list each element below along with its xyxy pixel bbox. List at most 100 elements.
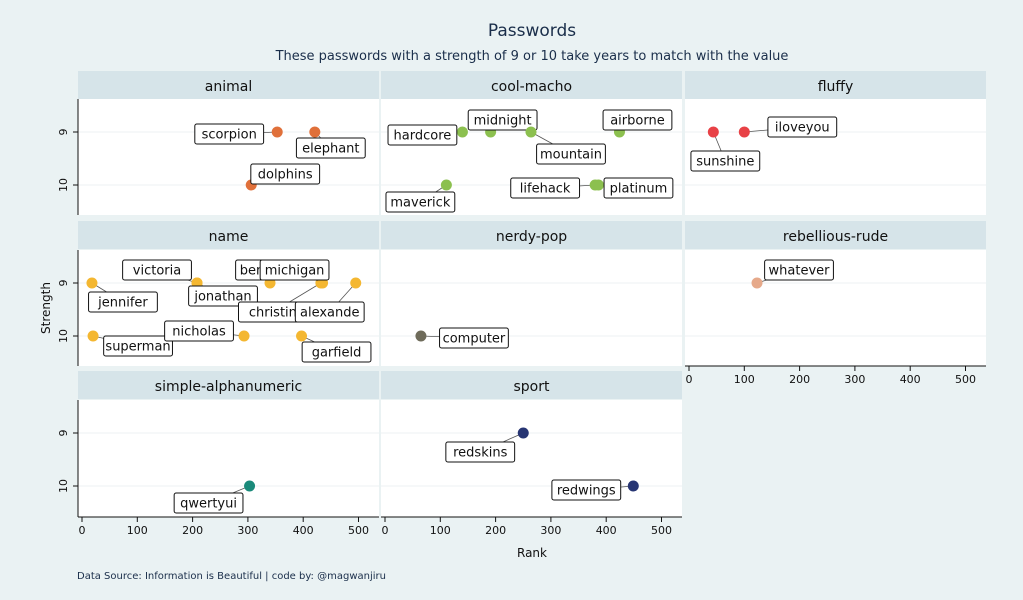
facet-strip-simple-alphanumeric: simple-alphanumeric [78,371,379,399]
point-scorpion [271,126,283,138]
point-whatever [751,277,763,289]
point-label-text: airborne [610,114,664,129]
x-tick-label: 200 [485,524,506,537]
facet-title: nerdy-pop [496,229,567,245]
point-label-text: alexande [300,306,360,321]
point-nicholas [238,330,250,342]
x-tick-label: 0 [686,373,693,386]
y-tick-label: 10 [57,178,70,192]
facet-panel-cool-macho: hardcore midnight mountain airborne maverick… [381,99,682,215]
x-tick-label: 200 [182,524,203,537]
x-tick-label: 300 [237,524,258,537]
point-label-iloveyou: iloveyou [767,116,838,138]
facet-title: sport [514,379,551,395]
point-platinum [592,179,604,191]
point-qwertyui [244,480,256,492]
point-label-text: hardcore [394,129,452,144]
x-tick-label: 400 [293,524,314,537]
x-axis-title: Rank [517,546,547,560]
chart-subtitle: These passwords with a strength of 9 or … [275,49,789,64]
point-label-text: maverick [390,196,450,211]
facet-panels: animal 9 10 scorpion elephant dolphins cool-ma… [57,71,986,537]
x-tick-label: 500 [348,524,369,537]
point-garfield [296,330,308,342]
facet-panel-fluffy: sunshine iloveyou [685,99,986,215]
x-tick-label: 500 [651,524,672,537]
x-tick-label: 100 [127,524,148,537]
facet-title: fluffy [818,79,854,95]
point-label-jonathan: jonathan [188,285,258,307]
facet-strip-cool-macho: cool-macho [381,71,682,99]
point-sunshine [707,126,719,138]
point-label-superman: superman [103,335,173,357]
point-elephant [309,126,321,138]
point-label-redskins: redskins [445,441,516,463]
point-label-midnight: midnight [467,109,538,131]
point-maverick [440,179,452,191]
point-computer [415,330,427,342]
facet-title: simple-alphanumeric [155,379,302,395]
x-tick-label: 300 [540,524,561,537]
x-tick-label: 0 [382,524,389,537]
point-superman [87,330,99,342]
point-label-sunshine: sunshine [690,150,761,172]
point-label-text: iloveyou [775,121,830,136]
point-label-text: victoria [133,264,181,279]
point-label-michigan: michigan [259,259,330,281]
point-label-redwings: redwings [551,479,622,501]
chart-caption: Data Source: Information is Beautiful | … [77,571,386,582]
facet-panel-sport: 0 100 200 300 400 500 redskins redwings [381,400,682,537]
point-mountain [525,126,537,138]
point-label-text: mountain [540,148,602,163]
facet-strip-fluffy: fluffy [685,71,986,99]
point-jennifer [86,277,98,289]
facet-panel-name: 910jennifervictoriajonathanbenjaminchris… [57,250,379,366]
point-label-victoria: victoria [122,259,192,281]
facet-strip-animal: animal [78,71,379,99]
point-label-text: elephant [302,142,359,157]
point-label-garfield: garfield [301,341,372,363]
point-label-alexande: alexande [294,301,365,323]
point-redskins [517,427,529,439]
chart-title: Passwords [488,21,576,41]
point-label-christin: christin [237,301,308,323]
facet-panel-rebellious-rude: 0 100 200 300 400 500 whatever [685,250,986,386]
point-label-maverick: maverick [385,191,456,213]
facet-strip-sport: sport [381,371,682,399]
point-label-mountain: mountain [536,143,606,165]
facet-title: rebellious-rude [783,229,888,245]
facet-strip-nerdy-pop: nerdy-pop [381,221,682,249]
point-label-hardcore: hardcore [387,124,458,146]
point-label-whatever: whatever [764,259,834,281]
facet-title: cool-macho [491,79,572,95]
point-label-text: garfield [312,346,362,361]
point-hardcore [456,126,468,138]
point-label-text: scorpion [202,128,257,143]
point-label-text: dolphins [258,168,313,183]
point-label-text: nicholas [172,325,226,340]
x-tick-label: 500 [955,373,976,386]
point-label-text: lifehack [520,182,571,197]
x-tick-label: 0 [79,524,86,537]
point-label-text: sunshine [696,155,754,170]
facet-panel-nerdy-pop: computer [381,250,682,366]
x-tick-label: 100 [734,373,755,386]
x-tick-label: 400 [596,524,617,537]
point-label-text: computer [443,332,506,347]
point-label-elephant: elephant [295,137,366,159]
y-tick-label: 9 [57,129,70,136]
facet-strip-rebellious-rude: rebellious-rude [685,221,986,249]
point-label-text: superman [105,340,170,355]
facet-title: animal [205,79,252,95]
y-tick-label: 9 [57,280,70,287]
facet-title: name [209,229,249,245]
y-tick-label: 10 [57,479,70,493]
x-tick-label: 400 [900,373,921,386]
x-tick-label: 300 [844,373,865,386]
point-label-qwertyui: qwertyui [173,492,244,514]
y-tick-label: 10 [57,329,70,343]
x-tick-label: 100 [430,524,451,537]
point-label-text: redskins [453,446,507,461]
